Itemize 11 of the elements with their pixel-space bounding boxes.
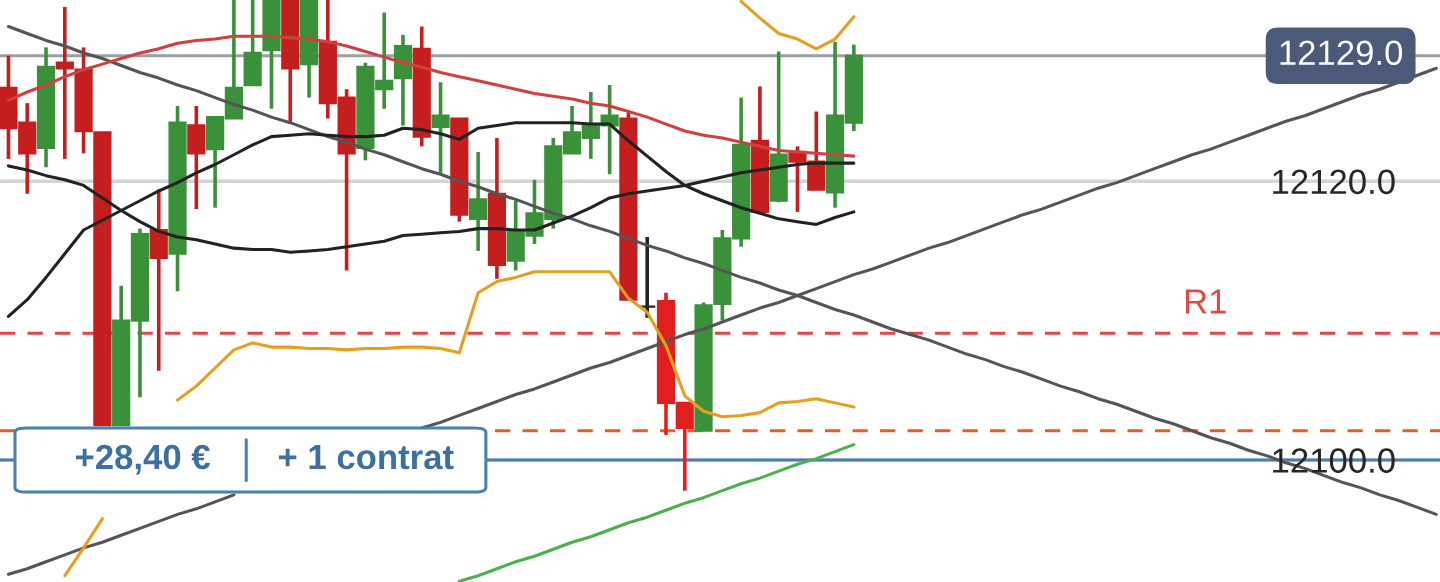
line-series <box>457 443 856 582</box>
candlestick <box>55 6 74 159</box>
candlestick <box>469 150 488 251</box>
candlestick <box>431 82 450 173</box>
annotation: + 1 contrat <box>278 445 454 470</box>
line-series <box>739 0 856 51</box>
y-tick-label: 12120.0 <box>1273 169 1395 195</box>
ref-line-label: R1 <box>1185 289 1226 314</box>
ref-line-label: +28,40 € <box>75 444 211 475</box>
line-series <box>6 24 1438 516</box>
ref-line-label: 12129.0 <box>1280 40 1403 66</box>
